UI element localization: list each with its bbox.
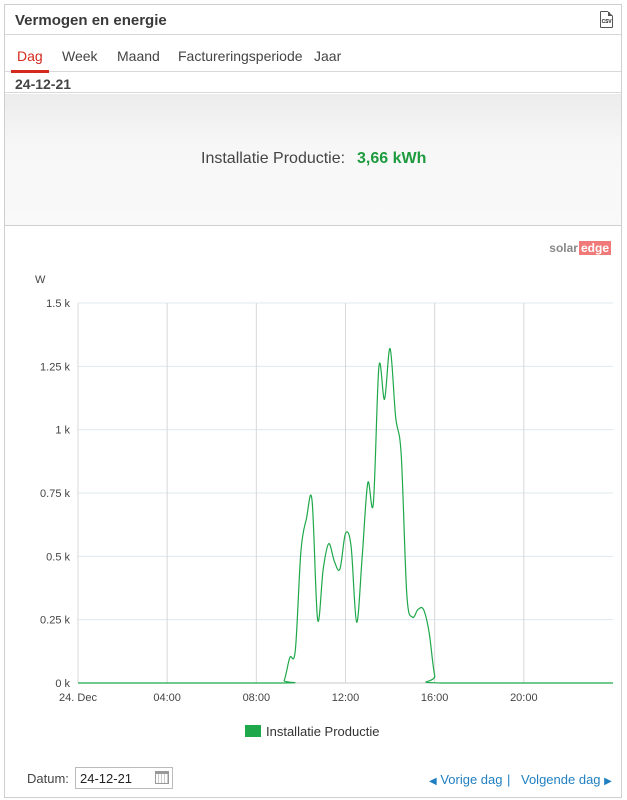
x-tick-label: 04:00 [153, 692, 181, 704]
y-tick-label: 1 k [55, 425, 70, 437]
x-tick-label: 08:00 [243, 692, 271, 704]
y-axis-title: W [35, 274, 46, 286]
previous-day-link[interactable]: ◀ Vorige dag [429, 772, 503, 787]
panel-header: Vermogen en energie CSV [5, 5, 621, 35]
date-label: Datum: [27, 771, 69, 786]
next-day-link[interactable]: Volgende dag ▶ [521, 772, 612, 787]
date-navigation: Datum: ◀ Vorige dag | Volgende dag ▶ [5, 765, 621, 795]
x-tick-label: 20:00 [510, 692, 538, 704]
solaredge-logo: solar edge [549, 241, 611, 255]
tab-jaar[interactable]: Jaar [314, 48, 342, 64]
x-tick-label: 16:00 [421, 692, 449, 704]
date-field[interactable] [75, 767, 173, 789]
energy-panel: Vermogen en energie CSV Dag Week Maand F… [4, 4, 622, 798]
chart-legend[interactable]: Installatie Productie [245, 724, 379, 739]
x-tick-label: 24. Dec [59, 692, 97, 704]
summary-label: Installatie Productie: [201, 150, 346, 167]
csv-export-icon[interactable]: CSV [600, 11, 613, 28]
series-line-installatie-productie [78, 347, 613, 684]
tab-dag[interactable]: Dag [11, 36, 49, 73]
y-tick-label: 0.75 k [40, 488, 70, 500]
csv-icon-label: CSV [601, 19, 612, 25]
y-tick-label: 0.5 k [46, 551, 70, 563]
y-tick-label: 0 k [55, 678, 70, 690]
chart-area: solar edge W 0 k 0.25 k 0.5 k 0.75 k 1 k 1.25 k… [5, 227, 621, 747]
current-date: 24-12-21 [15, 76, 72, 92]
tab-maand[interactable]: Maand [117, 48, 160, 64]
current-date-row: 24-12-21 [5, 73, 621, 93]
tab-factureringsperiode[interactable]: Factureringsperiode [178, 48, 303, 64]
legend-label: Installatie Productie [266, 724, 380, 739]
x-tick-label: 12:00 [332, 692, 360, 704]
production-summary: Installatie Productie: 3,66 kWh [5, 94, 621, 226]
legend-swatch [245, 725, 261, 737]
y-tick-label: 0.25 k [40, 615, 70, 627]
calendar-icon[interactable] [155, 771, 169, 784]
arrow-right-icon: ▶ [604, 776, 612, 787]
period-tabs: Dag Week Maand Factureringsperiode Jaar [5, 36, 621, 73]
y-tick-label: 1.5 k [46, 298, 70, 310]
arrow-left-icon: ◀ [429, 776, 437, 787]
tab-week[interactable]: Week [62, 48, 98, 64]
summary-value: 3,66 kWh [357, 150, 427, 167]
power-chart: W 0 k 0.25 k 0.5 k 0.75 k 1 k 1.25 k 1.5 k 24. D… [35, 274, 613, 704]
nav-separator: | [507, 772, 511, 787]
panel-title: Vermogen en energie [15, 12, 167, 29]
y-tick-label: 1.25 k [40, 361, 70, 373]
